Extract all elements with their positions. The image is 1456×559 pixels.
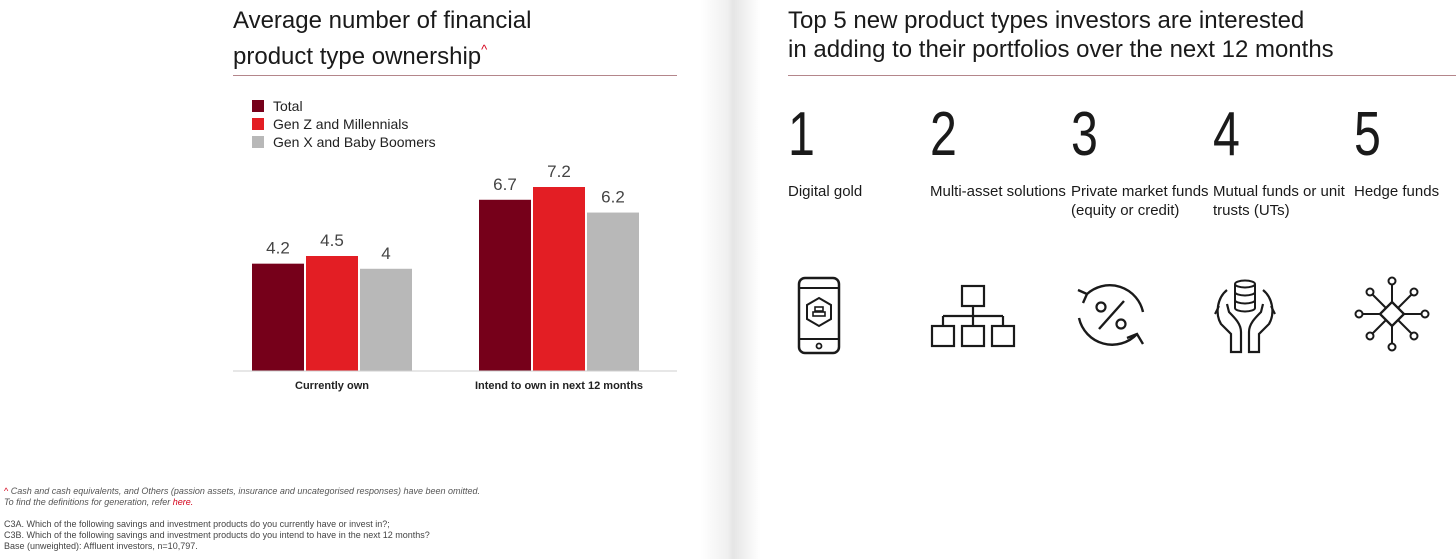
category-label-intend-to-own: Intend to own in next 12 months <box>475 380 643 392</box>
product-rank-1: 1 <box>788 100 815 169</box>
caret-footnote-mark: ^ <box>481 42 488 57</box>
org-chart-icon <box>930 284 1016 348</box>
product-rank-5: 5 <box>1354 100 1381 169</box>
footnote-definitions: To find the definitions for generation, … <box>4 497 193 508</box>
products-title: Top 5 new product types investors are in… <box>788 6 1428 64</box>
product-rank-2: 2 <box>930 100 957 169</box>
product-item-3: 3 Private market funds (equity or credit… <box>1071 100 1221 346</box>
chart-title-line-2: product type ownership <box>233 43 482 70</box>
footnote-question-c3b: C3B. Which of the following savings and … <box>4 530 430 540</box>
value-label-genz-currently-own: 4.5 <box>320 231 344 250</box>
product-name-4: Mutual funds or unit trusts (UTs) <box>1213 183 1345 219</box>
bar-chart: 4.2 4.5 4 Currently own 6.7 7.2 6.2 Intend to o… <box>233 162 677 392</box>
footnote-definitions-text: To find the definitions for generation, … <box>4 497 171 507</box>
product-rank-4: 4 <box>1213 100 1240 169</box>
legend-label-genz: Gen Z and Millennials <box>273 116 409 132</box>
product-item-4: 4 Mutual funds or unit trusts (UTs) <box>1213 100 1363 354</box>
definitions-link[interactable]: here. <box>172 497 194 507</box>
footnote-caret-mark: ^ <box>4 486 9 496</box>
legend-swatch-total <box>252 100 264 112</box>
value-label-total-currently-own: 4.2 <box>266 239 290 258</box>
chart-legend: Total Gen Z and Millennials Gen X and Ba… <box>252 97 436 151</box>
bar-total-intend-to-own <box>479 199 531 371</box>
products-title-line-2: in adding to their portfolios over the n… <box>788 36 1334 63</box>
bars-layer: 4.2 4.5 4 Currently own 6.7 7.2 6.2 Intend to o… <box>252 162 643 392</box>
chart-title: Average number of financial product type … <box>233 6 683 71</box>
digital-gold-phone-icon <box>797 276 841 355</box>
value-label-total-intend-to-own: 6.7 <box>493 175 517 194</box>
value-label-genx-intend-to-own: 6.2 <box>601 188 625 207</box>
footnote-omitted: ^ Cash and cash equivalents, and Others … <box>4 486 480 497</box>
value-label-genx-currently-own: 4 <box>381 244 390 263</box>
legend-item-genx: Gen X and Baby Boomers <box>252 133 436 151</box>
bar-genx-intend-to-own <box>587 212 639 371</box>
network-diamond-icon <box>1354 276 1430 352</box>
product-name-5: Hedge funds <box>1354 183 1440 200</box>
product-name-3: Private market funds (equity or credit) <box>1071 183 1209 219</box>
legend-swatch-genx <box>252 136 264 148</box>
page-fold-shadow <box>700 0 760 559</box>
footnote-question-c3a: C3A. Which of the following savings and … <box>4 519 390 529</box>
product-name-1: Digital gold <box>788 183 863 200</box>
right-title-rule <box>788 75 1456 76</box>
percent-cycle-icon <box>1077 284 1145 346</box>
chart-title-line-1: Average number of financial <box>233 7 532 34</box>
bar-total-currently-own <box>252 263 304 371</box>
legend-label-total: Total <box>273 98 303 114</box>
footnote-base: Base (unweighted): Affluent investors, n… <box>4 541 198 551</box>
product-rank-3: 3 <box>1071 100 1098 169</box>
left-title-rule <box>233 75 677 76</box>
value-label-genz-intend-to-own: 7.2 <box>547 162 571 181</box>
footnote-omitted-text: Cash and cash equivalents, and Others (p… <box>10 486 481 496</box>
bar-genx-currently-own <box>360 268 412 371</box>
bar-genz-currently-own <box>306 256 358 371</box>
product-item-5: 5 Hedge funds <box>1354 100 1456 352</box>
product-name-2: Multi-asset solutions <box>930 183 1066 200</box>
legend-swatch-genz <box>252 118 264 130</box>
bar-genz-intend-to-own <box>533 187 585 371</box>
category-label-currently-own: Currently own <box>295 380 369 392</box>
legend-item-genz: Gen Z and Millennials <box>252 115 436 133</box>
legend-label-genx: Gen X and Baby Boomers <box>273 134 436 150</box>
product-item-1: 1 Digital gold <box>788 100 938 355</box>
legend-item-total: Total <box>252 97 436 115</box>
hands-coins-icon <box>1214 279 1276 354</box>
product-item-2: 2 Multi-asset solutions <box>930 100 1080 348</box>
products-title-line-1: Top 5 new product types investors are in… <box>788 7 1305 34</box>
